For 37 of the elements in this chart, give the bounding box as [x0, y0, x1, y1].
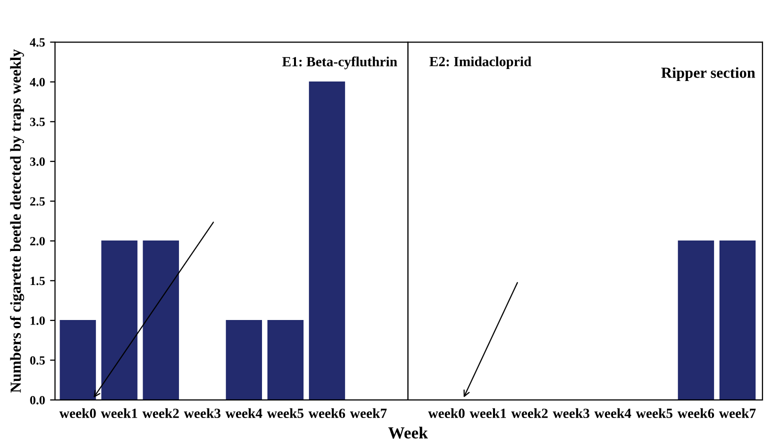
- annotation: E2: Imidacloprid: [429, 56, 532, 70]
- annotation: E1: Beta-cyfluthrin: [282, 56, 398, 70]
- x-tick-label: week5: [267, 408, 304, 418]
- bar: [267, 320, 304, 400]
- x-axis-title: Week: [388, 426, 428, 439]
- x-tick-label: week7: [350, 408, 387, 418]
- y-axis-title: Numbers of cigarette beetle detected by traps weekly: [10, 49, 24, 393]
- bar: [142, 240, 179, 400]
- y-tick-label: 1.0: [30, 316, 45, 325]
- y-tick-label: 2.0: [30, 236, 45, 246]
- x-tick-label: week7: [719, 408, 756, 418]
- x-tick-label: week0: [59, 408, 96, 418]
- annotation: Ripper section: [661, 67, 756, 82]
- bar: [60, 320, 96, 400]
- bar: [226, 320, 262, 400]
- y-tick-label: 0.0: [30, 396, 45, 404]
- x-tick-label: week5: [636, 408, 672, 418]
- y-tick-label: 2.5: [30, 197, 45, 206]
- y-tick-label: 3.0: [30, 157, 45, 166]
- x-tick-label: week3: [552, 408, 590, 418]
- bar: [101, 240, 138, 400]
- x-tick-label: week3: [184, 408, 220, 418]
- y-tick-label: 0.5: [30, 356, 45, 365]
- x-tick-label: week1: [100, 408, 138, 418]
- y-tick-label: 3.5: [30, 118, 45, 126]
- bar: [308, 81, 346, 400]
- x-tick-label: week4: [594, 408, 632, 418]
- x-tick-label: week6: [308, 408, 346, 418]
- x-tick-label: week2: [511, 408, 548, 418]
- x-tick-label: week2: [142, 408, 179, 418]
- y-tick-label: 1.5: [30, 276, 45, 286]
- y-tick-label: 4.0: [30, 78, 45, 86]
- x-tick-label: week6: [678, 408, 714, 418]
- x-tick-label: week1: [470, 408, 506, 418]
- x-tick-label: week0: [428, 408, 465, 418]
- y-tick-label: 4.5: [30, 38, 45, 47]
- x-tick-label: week4: [225, 408, 262, 418]
